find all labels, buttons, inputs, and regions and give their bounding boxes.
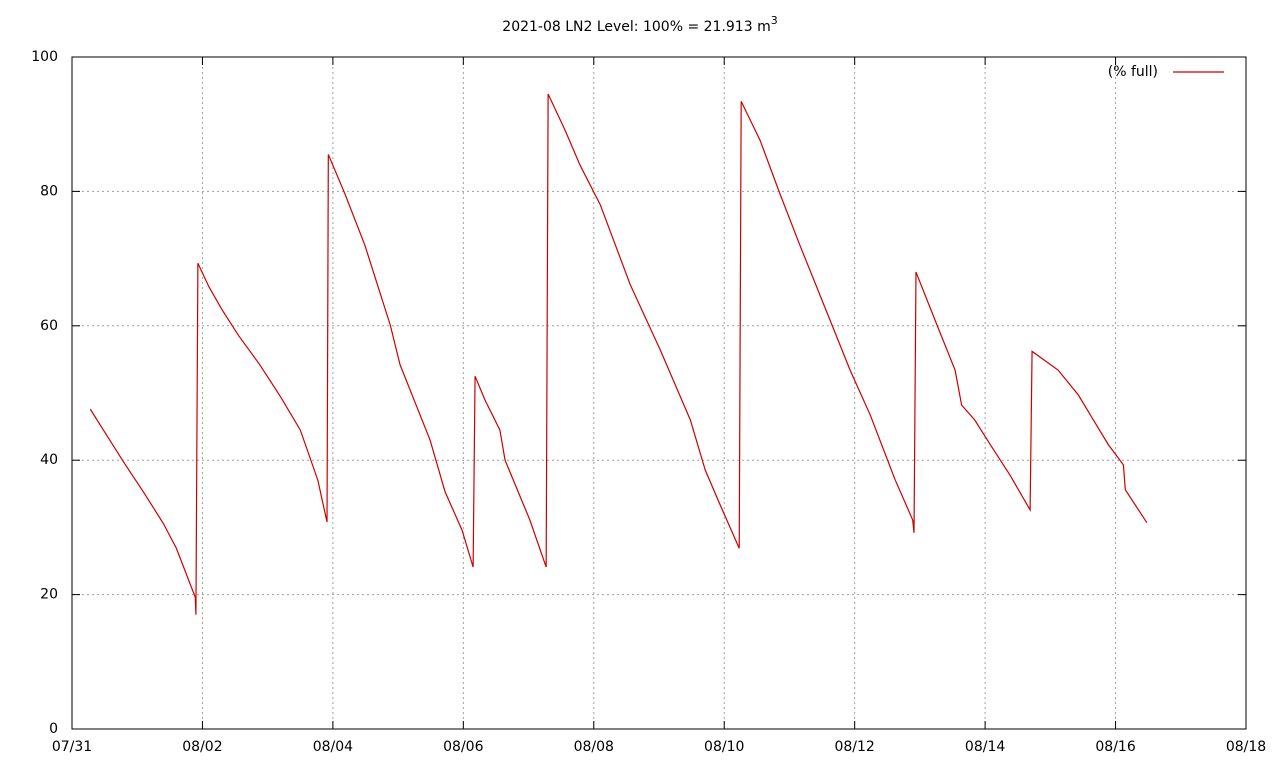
title-main: 2021-08 LN2 Level: 100% = 21.913 m xyxy=(502,19,770,35)
y-tick-label: 20 xyxy=(40,587,58,603)
y-tick-label: 60 xyxy=(40,318,58,334)
x-tick-label: 07/31 xyxy=(52,739,92,755)
x-tick-label: 08/08 xyxy=(574,739,614,755)
chart-title: 2021-08 LN2 Level: 100% = 21.913 m3 xyxy=(502,14,777,35)
plot-frame xyxy=(71,56,1247,730)
y-tick-label: 40 xyxy=(40,452,58,468)
data-line xyxy=(89,93,1148,615)
x-tick-label: 08/06 xyxy=(443,739,483,755)
x-tick-label: 08/16 xyxy=(1095,739,1135,755)
x-tick-label: 08/02 xyxy=(182,739,222,755)
y-tick-label: 100 xyxy=(31,49,58,65)
x-tick-label: 08/14 xyxy=(965,739,1005,755)
y-tick-label: 0 xyxy=(49,721,58,737)
x-tick-label: 08/10 xyxy=(704,739,744,755)
x-tick-label: 08/18 xyxy=(1226,739,1266,755)
x-tick-label: 08/04 xyxy=(313,739,353,755)
title-superscript: 3 xyxy=(771,14,778,27)
x-tick-label: 08/12 xyxy=(834,739,874,755)
y-tick-label: 80 xyxy=(40,183,58,199)
legend-label: (% full) xyxy=(1108,64,1158,80)
